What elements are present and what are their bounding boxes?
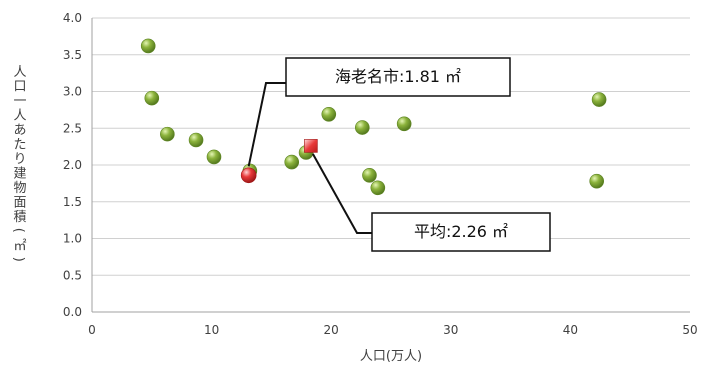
x-axis-title: 人口(万人) — [360, 349, 422, 364]
data-point — [354, 120, 370, 135]
y-tick-label: 1.5 — [63, 195, 82, 209]
gridlines — [92, 17, 690, 313]
ebina-callout-box — [285, 57, 511, 97]
y-axis-title-char: 物 — [13, 181, 26, 196]
ebina-callout-label: 海老名市:1.81 ㎡ — [335, 67, 461, 86]
y-tick-label: 0.5 — [63, 268, 82, 282]
y-axis-title-char: 積 — [13, 210, 26, 225]
y-axis-title-char: 面 — [13, 195, 26, 210]
average-point — [304, 139, 318, 153]
y-tick-label: 0.0 — [63, 305, 82, 319]
x-tick-label: 10 — [204, 323, 219, 337]
y-axis-title-char: 人 — [13, 65, 26, 80]
highlight-point-ebina — [240, 167, 257, 184]
y-axis-title-char: り — [13, 152, 26, 167]
x-tick-label: 50 — [682, 323, 697, 337]
x-tick-labels: 0 10 20 30 40 50 — [88, 323, 697, 337]
average-callout-box — [371, 212, 551, 252]
data-point — [362, 167, 377, 183]
data-point — [321, 106, 337, 122]
average-callout-label: 平均:2.26 ㎡ — [414, 222, 508, 241]
y-axis-title-char: 一 — [13, 94, 26, 109]
data-point — [284, 154, 300, 170]
y-tick-label: 3.0 — [63, 85, 82, 99]
data-points — [140, 38, 607, 196]
data-point — [140, 38, 156, 54]
x-tick-label: 20 — [324, 323, 339, 337]
y-axis-title-char: 人 — [13, 108, 26, 123]
y-tick-label: 4.0 — [63, 11, 82, 25]
y-tick-label: 2.5 — [63, 121, 82, 135]
y-tick-label: 2.0 — [63, 158, 82, 172]
data-point — [160, 126, 175, 142]
data-point — [206, 149, 222, 165]
y-axis-title-char: た — [13, 137, 26, 152]
y-tick-labels: 0.0 0.5 1.0 1.5 2.0 2.5 3.0 3.5 4.0 — [63, 11, 82, 319]
average-callout-line — [311, 153, 372, 234]
data-point — [396, 116, 412, 132]
y-axis-title-char: あ — [13, 123, 26, 138]
y-axis-title-char: ( — [11, 228, 26, 233]
data-point — [589, 173, 605, 189]
x-tick-label: 30 — [443, 323, 458, 337]
data-point — [144, 90, 160, 106]
y-tick-label: 1.0 — [63, 232, 82, 246]
x-tick-label: 40 — [563, 323, 578, 337]
y-axis-title-char: ㎡ — [13, 239, 26, 254]
data-point — [591, 92, 607, 107]
y-tick-label: 3.5 — [63, 48, 82, 62]
data-point — [370, 180, 386, 196]
data-point — [188, 132, 204, 148]
x-tick-label: 0 — [88, 323, 96, 337]
ebina-callout-line — [247, 82, 286, 167]
axes — [91, 18, 690, 313]
y-axis-title-char: 建 — [13, 166, 26, 181]
y-axis-title-char: 口 — [13, 79, 26, 94]
y-axis-title-char: ) — [11, 257, 26, 262]
